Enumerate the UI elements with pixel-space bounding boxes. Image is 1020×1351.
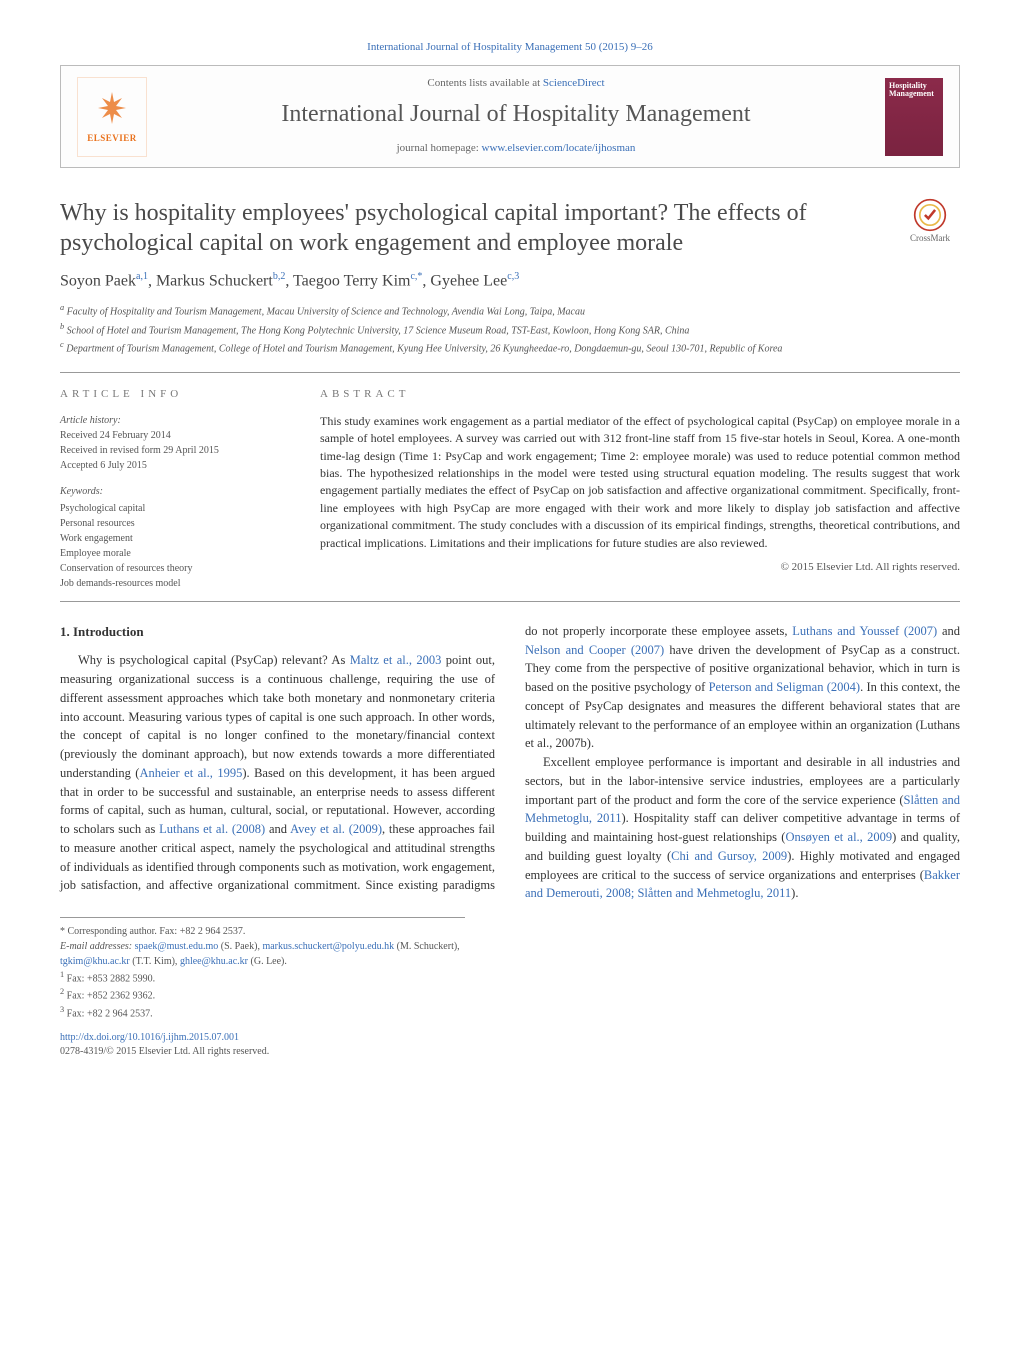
- fax-2: 2 Fax: +852 2362 9362.: [60, 986, 465, 1003]
- email-link[interactable]: tgkim@khu.ac.kr: [60, 956, 130, 967]
- citation-link[interactable]: Onsøyen et al., 2009: [785, 830, 892, 844]
- page-container: International Journal of Hospitality Man…: [0, 0, 1020, 1099]
- keywords-list: Psychological capitalPersonal resourcesW…: [60, 501, 290, 591]
- citation-link[interactable]: Luthans and Youssef (2007): [792, 624, 937, 638]
- crossmark-badge[interactable]: CrossMark: [900, 198, 960, 245]
- fax-3: 3 Fax: +82 2 964 2537.: [60, 1004, 465, 1021]
- issn-copyright: 0278-4319/© 2015 Elsevier Ltd. All right…: [60, 1046, 269, 1057]
- article-title: Why is hospitality employees' psychologi…: [60, 198, 900, 258]
- footnotes: * Corresponding author. Fax: +82 2 964 2…: [60, 917, 465, 1021]
- journal-cover-thumbnail: Hospitality Management: [885, 78, 943, 156]
- affiliation-a: a Faculty of Hospitality and Tourism Man…: [60, 302, 960, 319]
- article-history: Article history: Received 24 February 20…: [60, 413, 290, 473]
- section-heading: 1. Introduction: [60, 622, 495, 642]
- citation-link[interactable]: Chi and Gursoy, 2009: [671, 849, 787, 863]
- title-row: Why is hospitality employees' psychologi…: [60, 198, 960, 258]
- history-label: Article history:: [60, 413, 290, 428]
- fax-1: 1 Fax: +853 2882 5990.: [60, 969, 465, 986]
- cover-title: Hospitality Management: [889, 82, 939, 100]
- abstract-copyright: © 2015 Elsevier Ltd. All rights reserved…: [320, 560, 960, 575]
- doi-link[interactable]: http://dx.doi.org/10.1016/j.ijhm.2015.07…: [60, 1032, 239, 1043]
- keyword-item: Psychological capital: [60, 501, 290, 516]
- author-list: Soyon Paeka,1, Markus Schuckertb,2, Taeg…: [60, 270, 960, 293]
- citation-link[interactable]: Slåtten and Mehmetoglu, 2011: [525, 793, 960, 826]
- citation-link[interactable]: Nelson and Cooper (2007): [525, 643, 664, 657]
- divider: [60, 372, 960, 373]
- doi-block: http://dx.doi.org/10.1016/j.ijhm.2015.07…: [60, 1031, 960, 1059]
- citation-link[interactable]: Maltz et al., 2003: [350, 653, 442, 667]
- sciencedirect-link[interactable]: ScienceDirect: [543, 77, 605, 89]
- homepage-prefix: journal homepage:: [397, 142, 479, 154]
- history-revised: Received in revised form 29 April 2015: [60, 443, 290, 458]
- affiliation-c: c Department of Tourism Management, Coll…: [60, 339, 960, 356]
- citation-link[interactable]: Peterson and Seligman (2004): [709, 680, 861, 694]
- history-received: Received 24 February 2014: [60, 428, 290, 443]
- email-link[interactable]: spaek@must.edu.mo: [135, 941, 219, 952]
- keyword-item: Conservation of resources theory: [60, 561, 290, 576]
- citation-link[interactable]: Avey et al. (2009): [290, 822, 382, 836]
- citation-link[interactable]: Bakker and Demerouti, 2008; Slåtten and …: [525, 868, 960, 901]
- tree-icon: [92, 88, 132, 128]
- info-abstract-row: article info Article history: Received 2…: [60, 387, 960, 590]
- keywords-label: Keywords:: [60, 485, 290, 499]
- keyword-item: Job demands-resources model: [60, 576, 290, 591]
- affiliations: a Faculty of Hospitality and Tourism Man…: [60, 302, 960, 356]
- abstract: abstract This study examines work engage…: [320, 387, 960, 590]
- body-two-column: 1. Introduction Why is psychological cap…: [60, 622, 960, 903]
- elsevier-label: ELSEVIER: [87, 132, 137, 145]
- article-info-heading: article info: [60, 387, 290, 402]
- email-link[interactable]: markus.schuckert@polyu.edu.hk: [262, 941, 394, 952]
- crossmark-label: CrossMark: [910, 232, 950, 245]
- keyword-item: Employee morale: [60, 546, 290, 561]
- abstract-heading: abstract: [320, 387, 960, 402]
- divider: [60, 601, 960, 602]
- affiliation-b: b School of Hotel and Tourism Management…: [60, 321, 960, 338]
- keyword-item: Work engagement: [60, 531, 290, 546]
- homepage-link[interactable]: www.elsevier.com/locate/ijhosman: [482, 142, 636, 154]
- journal-reference: International Journal of Hospitality Man…: [60, 40, 960, 55]
- email-addresses: E-mail addresses: spaek@must.edu.mo (S. …: [60, 939, 465, 969]
- email-link[interactable]: ghlee@khu.ac.kr: [180, 956, 248, 967]
- journal-header-box: ELSEVIER Contents lists available at Sci…: [60, 65, 960, 167]
- keyword-item: Personal resources: [60, 516, 290, 531]
- journal-name: International Journal of Hospitality Man…: [147, 98, 885, 132]
- article-info: article info Article history: Received 2…: [60, 387, 290, 590]
- contents-available-text: Contents lists available at: [427, 77, 540, 89]
- abstract-text: This study examines work engagement as a…: [320, 413, 960, 552]
- header-center: Contents lists available at ScienceDirec…: [147, 76, 885, 156]
- intro-paragraph-2: Excellent employee performance is import…: [525, 753, 960, 903]
- corresponding-author: * Corresponding author. Fax: +82 2 964 2…: [60, 924, 465, 939]
- citation-link[interactable]: Anheier et al., 1995: [139, 766, 242, 780]
- contents-available-line: Contents lists available at ScienceDirec…: [147, 76, 885, 91]
- citation-link[interactable]: Luthans et al. (2008): [159, 822, 265, 836]
- history-accepted: Accepted 6 July 2015: [60, 458, 290, 473]
- journal-homepage-line: journal homepage: www.elsevier.com/locat…: [147, 141, 885, 156]
- elsevier-logo: ELSEVIER: [77, 77, 147, 157]
- crossmark-icon: [913, 198, 947, 232]
